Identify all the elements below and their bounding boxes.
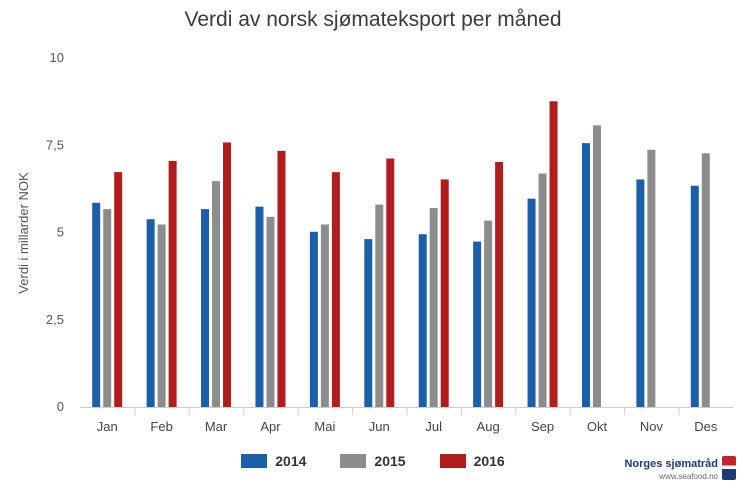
- y-tick-label: 10: [50, 50, 64, 65]
- bar-2015-mar[interactable]: [212, 181, 221, 407]
- norge-flag-icon: [722, 456, 736, 480]
- bars: [92, 101, 710, 408]
- bar-2015-jul[interactable]: [429, 208, 438, 407]
- bar-2016-apr[interactable]: [277, 150, 286, 408]
- bar-2015-sep[interactable]: [538, 173, 547, 407]
- legend-label-2015: 2015: [374, 453, 406, 469]
- logo-name: Norges sjømatråd: [624, 458, 718, 470]
- x-tick-label: Des: [694, 419, 718, 434]
- legend-label-2014: 2014: [275, 453, 307, 469]
- x-tick-label: Mar: [205, 419, 228, 434]
- bar-2014-apr[interactable]: [255, 206, 264, 407]
- bar-2015-nov[interactable]: [647, 149, 656, 408]
- y-tick-label: 5: [57, 225, 64, 240]
- bar-2014-des[interactable]: [690, 185, 699, 407]
- legend-item-2014[interactable]: 2014: [241, 453, 306, 469]
- x-tick-label: Nov: [640, 419, 664, 434]
- y-tick-label: 2,5: [46, 312, 64, 327]
- bar-chart: Verdi i millarder NOK 0 2,5 5 7,5 10 Jan Feb M…: [16, 50, 733, 434]
- bar-2016-mai[interactable]: [331, 172, 340, 407]
- x-tick-label: Jan: [97, 419, 118, 434]
- x-tick-label: Sep: [531, 419, 554, 434]
- x-tick-label: Apr: [260, 419, 281, 434]
- legend: 2014 2015 2016: [0, 453, 746, 469]
- bar-2014-jun[interactable]: [364, 239, 373, 407]
- bar-2014-sep[interactable]: [527, 198, 536, 407]
- bar-2014-okt[interactable]: [581, 143, 590, 407]
- norges-sjomatrad-logo: Norges sjømatråd www.seafood.no: [596, 456, 736, 481]
- legend-swatch-2016: [439, 454, 466, 468]
- bar-2014-nov[interactable]: [636, 179, 645, 407]
- bar-2014-aug[interactable]: [473, 241, 482, 407]
- bar-2014-feb[interactable]: [146, 219, 155, 407]
- bar-2016-mar[interactable]: [223, 142, 232, 407]
- bar-2015-aug[interactable]: [484, 220, 493, 407]
- bar-2016-jan[interactable]: [114, 172, 123, 407]
- x-axis: Jan Feb Mar Apr Mai Jun Jul Aug Sep Okt Nov Des: [80, 407, 733, 434]
- legend-item-2016[interactable]: 2016: [439, 453, 505, 469]
- x-tick-label: Okt: [587, 419, 608, 434]
- bar-2015-jun[interactable]: [375, 204, 384, 407]
- y-tick-label: 0: [57, 399, 64, 414]
- bar-2016-jul[interactable]: [440, 179, 449, 407]
- x-tick-label: Mai: [314, 419, 335, 434]
- x-tick-label: Feb: [150, 419, 172, 434]
- bar-2015-apr[interactable]: [266, 216, 275, 407]
- bar-2015-feb[interactable]: [157, 224, 166, 407]
- bar-2016-feb[interactable]: [168, 160, 177, 407]
- bar-2014-mai[interactable]: [309, 231, 318, 407]
- x-tick-label: Jul: [425, 419, 442, 434]
- legend-swatch-2014: [241, 454, 268, 468]
- chart-title: Verdi av norsk sjømateksport per måned: [184, 8, 562, 31]
- bar-2015-mai[interactable]: [320, 224, 329, 407]
- y-axis-label: Verdi i millarder NOK: [16, 172, 31, 294]
- x-tick-label: Aug: [477, 419, 500, 434]
- bar-2014-mar[interactable]: [201, 209, 210, 407]
- bar-2015-des[interactable]: [701, 153, 710, 407]
- bar-2015-okt[interactable]: [592, 125, 601, 408]
- legend-label-2016: 2016: [473, 453, 505, 469]
- bar-2016-aug[interactable]: [495, 162, 504, 407]
- x-tick-label: Jun: [369, 419, 390, 434]
- bar-2015-jan[interactable]: [103, 209, 112, 407]
- bar-2016-sep[interactable]: [549, 101, 558, 407]
- legend-swatch-2015: [340, 454, 367, 468]
- y-tick-label: 7,5: [46, 137, 64, 152]
- y-axis-ticks: 0 2,5 5 7,5 10: [46, 50, 64, 414]
- legend-item-2015[interactable]: 2015: [340, 453, 406, 469]
- bar-2016-jun[interactable]: [386, 158, 395, 407]
- logo-url: www.seafood.no: [659, 472, 718, 481]
- bar-2014-jan[interactable]: [92, 202, 101, 407]
- bar-2014-jul[interactable]: [418, 234, 427, 407]
